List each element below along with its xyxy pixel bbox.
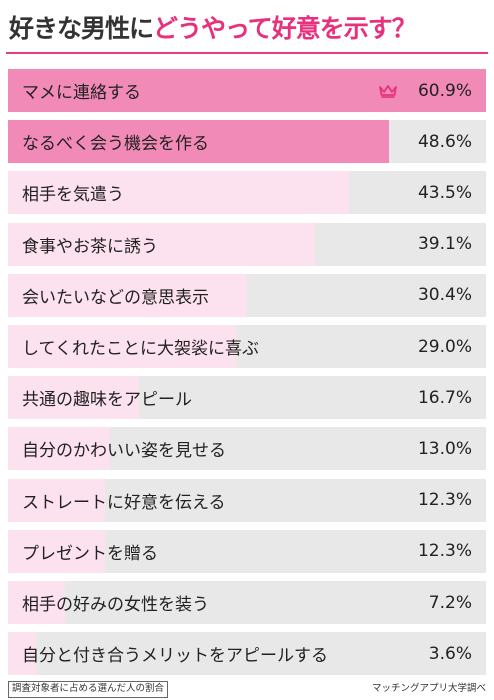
value-label: 48.6% [417,131,472,152]
bar [8,171,350,215]
bar [8,325,236,368]
category-label: マメに連絡する [22,83,141,103]
bar [8,222,315,266]
bar [8,478,105,522]
bar-row: 自分と付き合うメリットをアピールする 3.6% [8,632,486,676]
bar-row: ストレートに好意を伝える 12.3% [8,478,486,522]
category-label: 自分と付き合うメリットをアピールする [22,646,328,667]
category-label: プレゼントを贈る [22,543,158,564]
source-credit: マッチングアプリ大学調べ [371,683,486,694]
value-label: 43.5% [417,182,472,203]
category-label: 共通の趣味をアピール [22,390,192,411]
bar-row: 共通の趣味をアピール 16.7% [8,376,486,420]
category-label: 相手を気遣う [22,185,124,206]
category-label: 相手の好みの女性を装う [22,595,209,615]
value-label: 7.2% [428,592,472,613]
crown-icon [378,69,398,112]
category-label: 自分のかわいい姿を見せる [22,441,226,462]
bar-row: マメに連絡する 60.9% [8,69,486,112]
bar-row: なるべく会う機会を作る 48.6% [8,120,486,164]
category-label: 会いたいなどの意思表示 [22,287,209,308]
bar [8,529,105,573]
value-label: 16.7% [417,387,472,408]
value-label: 29.0% [417,336,472,357]
bar-row: 食事やお茶に誘う 39.1% [8,222,486,266]
bar-row: 相手を気遣う 43.5% [8,171,486,215]
bar [8,120,390,164]
title-part-1: 好きな男性に [9,14,154,43]
bar-row: 自分のかわいい姿を見せる 13.0% [8,427,486,471]
title-part-2: どうやって好意を示す？ [153,14,417,43]
category-label: 食事やお茶に誘う [22,236,158,257]
bar [8,69,486,112]
bar-row: プレゼントを贈る 12.3% [8,529,486,573]
category-label: してくれたことに大袈裟に喜ぶ [22,339,259,359]
bar-row: してくれたことに大袈裟に喜ぶ 29.0% [8,325,486,368]
value-label: 30.4% [417,285,472,306]
category-label: なるべく会う機会を作る [22,134,209,155]
bar [8,273,247,317]
value-label: 3.6% [428,643,472,664]
bar-row: 会いたいなどの意思表示 30.4% [8,273,486,317]
bar [8,632,37,676]
title-underline [6,52,488,54]
bar [8,427,111,471]
bar [8,376,140,420]
category-label: ストレートに好意を伝える [22,492,226,513]
value-label: 39.1% [417,234,472,255]
footnote: 調査対象者に占める選んだ人の割合 [8,681,169,698]
chart-title: 好きな男性に どうやって好意を示す？ [9,6,417,48]
value-label: 13.0% [417,438,472,459]
value-label: 60.9% [417,80,472,101]
value-label: 12.3% [417,490,472,511]
bar-row: 相手の好みの女性を装う 7.2% [8,581,486,624]
value-label: 12.3% [417,541,472,562]
bar [8,581,65,624]
